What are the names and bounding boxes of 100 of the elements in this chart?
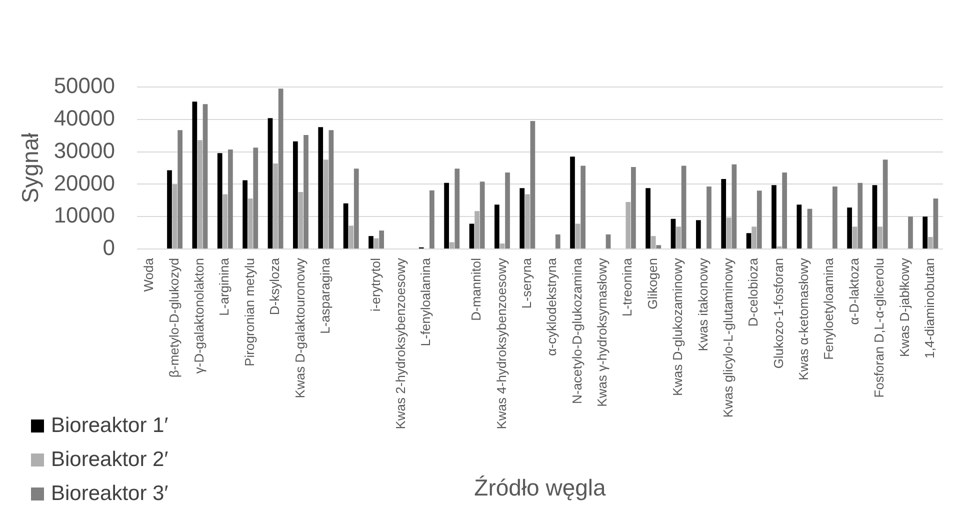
bar xyxy=(933,198,938,248)
bar xyxy=(656,245,662,248)
x-tick-label: Woda xyxy=(141,257,156,292)
bar xyxy=(449,242,454,248)
x-tick-label: γ-D-galaktonolakton xyxy=(192,258,207,374)
y-tick-label: 10000 xyxy=(54,202,115,228)
y-tick-label: 0 xyxy=(102,235,115,260)
bar xyxy=(348,226,354,248)
bar xyxy=(343,203,348,248)
x-tick-label: Kwas itakonowy xyxy=(695,258,710,352)
x-tick-label: Pirogronian metylu xyxy=(242,258,257,366)
x-tick-label: Kwas 2-hydroksybenzoesowy xyxy=(393,258,408,430)
bar xyxy=(178,130,183,248)
bar xyxy=(676,226,681,248)
x-tick-label: L-seryna xyxy=(518,257,534,309)
bar xyxy=(494,204,500,248)
bar xyxy=(796,204,802,248)
bar xyxy=(696,220,701,248)
bar xyxy=(872,185,878,248)
bar xyxy=(882,160,888,248)
x-tick-label: L-fenyloalanina xyxy=(418,257,434,346)
x-tick-label: 1,4-diaminobutan xyxy=(922,258,937,358)
bar xyxy=(469,224,474,248)
y-tick-label: 30000 xyxy=(54,138,115,163)
bar xyxy=(681,166,686,248)
x-tick-label: α-cyklodekstryna xyxy=(544,257,560,356)
bar xyxy=(198,140,202,248)
x-tick-label: D-celobioza xyxy=(746,257,761,327)
bar xyxy=(444,182,449,248)
y-axis-title: Sygnał xyxy=(17,132,44,204)
x-tick-label: Kwas D-jabłkowy xyxy=(896,258,912,357)
bar xyxy=(752,226,757,248)
x-tick-label: Kwas γ-hydroksymasłowy xyxy=(594,258,610,407)
bar xyxy=(756,190,762,248)
bar xyxy=(858,182,863,248)
bar xyxy=(646,188,650,248)
bar xyxy=(430,190,434,248)
x-tick-label: Glikogen xyxy=(644,258,660,310)
bar xyxy=(908,216,913,248)
x-tick-label: Kwas D-glukozaminowy xyxy=(670,258,686,396)
x-tick-label: Glukozo-1-fosforan xyxy=(770,258,786,369)
x-tick-label: L-arginina xyxy=(216,257,232,316)
bar xyxy=(807,208,812,248)
bar xyxy=(374,238,379,248)
bar xyxy=(379,230,384,248)
x-tick-label: D-mannitol xyxy=(468,258,484,321)
bar xyxy=(746,233,752,248)
x-tick-label: D-ksyloza xyxy=(267,257,282,316)
bar xyxy=(328,130,334,248)
bar xyxy=(253,148,258,248)
bar xyxy=(530,121,536,248)
bar xyxy=(922,216,928,248)
bar xyxy=(480,182,485,248)
bar xyxy=(354,168,359,248)
x-tick-label: Fenyloetyloamina xyxy=(821,257,836,360)
bar xyxy=(318,127,324,248)
x-tick-label: Kwas 4-hydroksybenzoesowy xyxy=(494,258,509,430)
bar xyxy=(202,104,208,248)
bar xyxy=(500,243,505,248)
bar xyxy=(847,208,852,248)
x-tick-label: L-asparagina xyxy=(317,257,332,334)
bar xyxy=(505,172,510,248)
x-tick-label: N-acetylo-D-glukozamina xyxy=(569,257,584,404)
y-tick-label: 50000 xyxy=(54,73,115,98)
bar xyxy=(228,150,233,248)
bar xyxy=(217,153,222,248)
bar xyxy=(878,226,882,248)
bar xyxy=(650,236,656,248)
x-axis-title: Źródło węgla xyxy=(474,474,606,501)
bar xyxy=(631,167,636,248)
bar xyxy=(852,226,858,248)
bar xyxy=(192,102,198,248)
x-tick-label: L-treonina xyxy=(620,257,635,317)
bar xyxy=(323,160,328,248)
bar xyxy=(580,166,586,248)
bar xyxy=(732,164,737,248)
bar xyxy=(167,170,172,248)
bar xyxy=(706,186,712,248)
bar xyxy=(928,237,933,248)
bar xyxy=(474,211,480,248)
y-tick-label: 20000 xyxy=(54,170,115,196)
bar xyxy=(292,141,298,248)
bar xyxy=(298,192,304,248)
bar xyxy=(726,218,732,248)
bar xyxy=(570,156,575,248)
x-tick-label: Kwas α-ketomasłowy xyxy=(796,258,812,380)
bar xyxy=(268,118,273,248)
bar xyxy=(670,218,676,248)
x-tick-label: β-metylo-D-glukozyd xyxy=(166,258,182,378)
legend-label: Bioreaktor 3′ xyxy=(51,482,168,505)
bar xyxy=(172,184,178,248)
bar xyxy=(782,172,787,248)
bar xyxy=(304,134,308,248)
bar xyxy=(721,179,726,248)
x-tick-label: Kwas D-galaktouronowy xyxy=(292,258,308,398)
bar xyxy=(575,224,580,248)
bar xyxy=(626,202,631,248)
y-tick-label: 40000 xyxy=(54,105,115,130)
x-tick-label: α-D-laktoza xyxy=(846,257,862,325)
legend-label: Bioreaktor 1′ xyxy=(51,414,168,437)
